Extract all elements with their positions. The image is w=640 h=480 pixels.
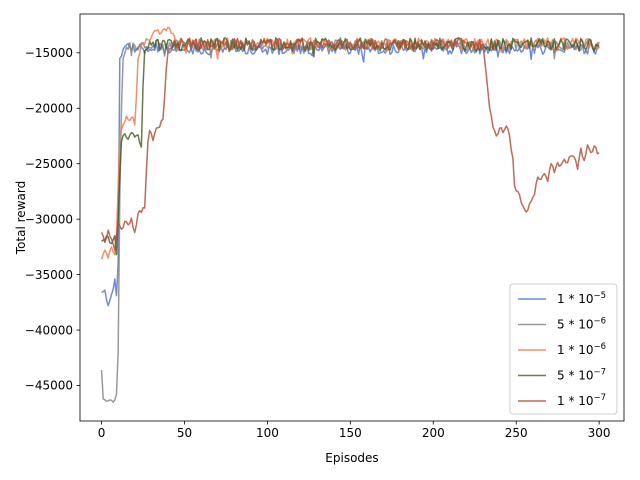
axes-frame: [79, 13, 625, 422]
x-tick-label: 250: [505, 426, 528, 440]
x-axis-label: Episodes: [325, 451, 378, 465]
y-tick-label: −15000: [25, 46, 73, 60]
y-tick-label: −40000: [25, 323, 73, 337]
y-tick-label: −25000: [25, 157, 73, 171]
x-tick-label: 200: [422, 426, 445, 440]
series-layer: [100, 26, 600, 403]
y-tick-label: −35000: [25, 268, 73, 282]
legend-label: 5 * 10−6: [557, 317, 606, 332]
plot-frame: [79, 13, 625, 422]
legend-box: [509, 283, 618, 415]
legend: 1 * 10−5 5 * 10−6 1 * 10−6 5 * 10−7 1 * 10−7: [509, 283, 618, 415]
y-tick-label: −45000: [25, 379, 73, 393]
legend-label: 1 * 10−6: [557, 342, 606, 357]
legend-label: 1 * 10−7: [557, 393, 606, 408]
y-axis: −45000 −40000 −35000 −30000 −25000 −20000 −150…: [25, 46, 80, 393]
legend-label: 1 * 10−5: [557, 291, 606, 306]
series-line-4: [101, 37, 600, 256]
x-tick-label: 100: [256, 426, 279, 440]
x-tick-label: 150: [339, 426, 362, 440]
series-line-5: [100, 37, 600, 251]
x-axis: 0 50 100 150 200 250 300: [98, 421, 611, 440]
x-tick-label: 50: [177, 426, 192, 440]
y-tick-label: −30000: [25, 212, 73, 226]
legend-label: 5 * 10−7: [557, 368, 606, 383]
y-axis-label: Total reward: [14, 181, 28, 255]
x-tick-label: 300: [588, 426, 611, 440]
y-tick-label: −20000: [25, 101, 73, 115]
x-tick-label: 0: [98, 426, 106, 440]
